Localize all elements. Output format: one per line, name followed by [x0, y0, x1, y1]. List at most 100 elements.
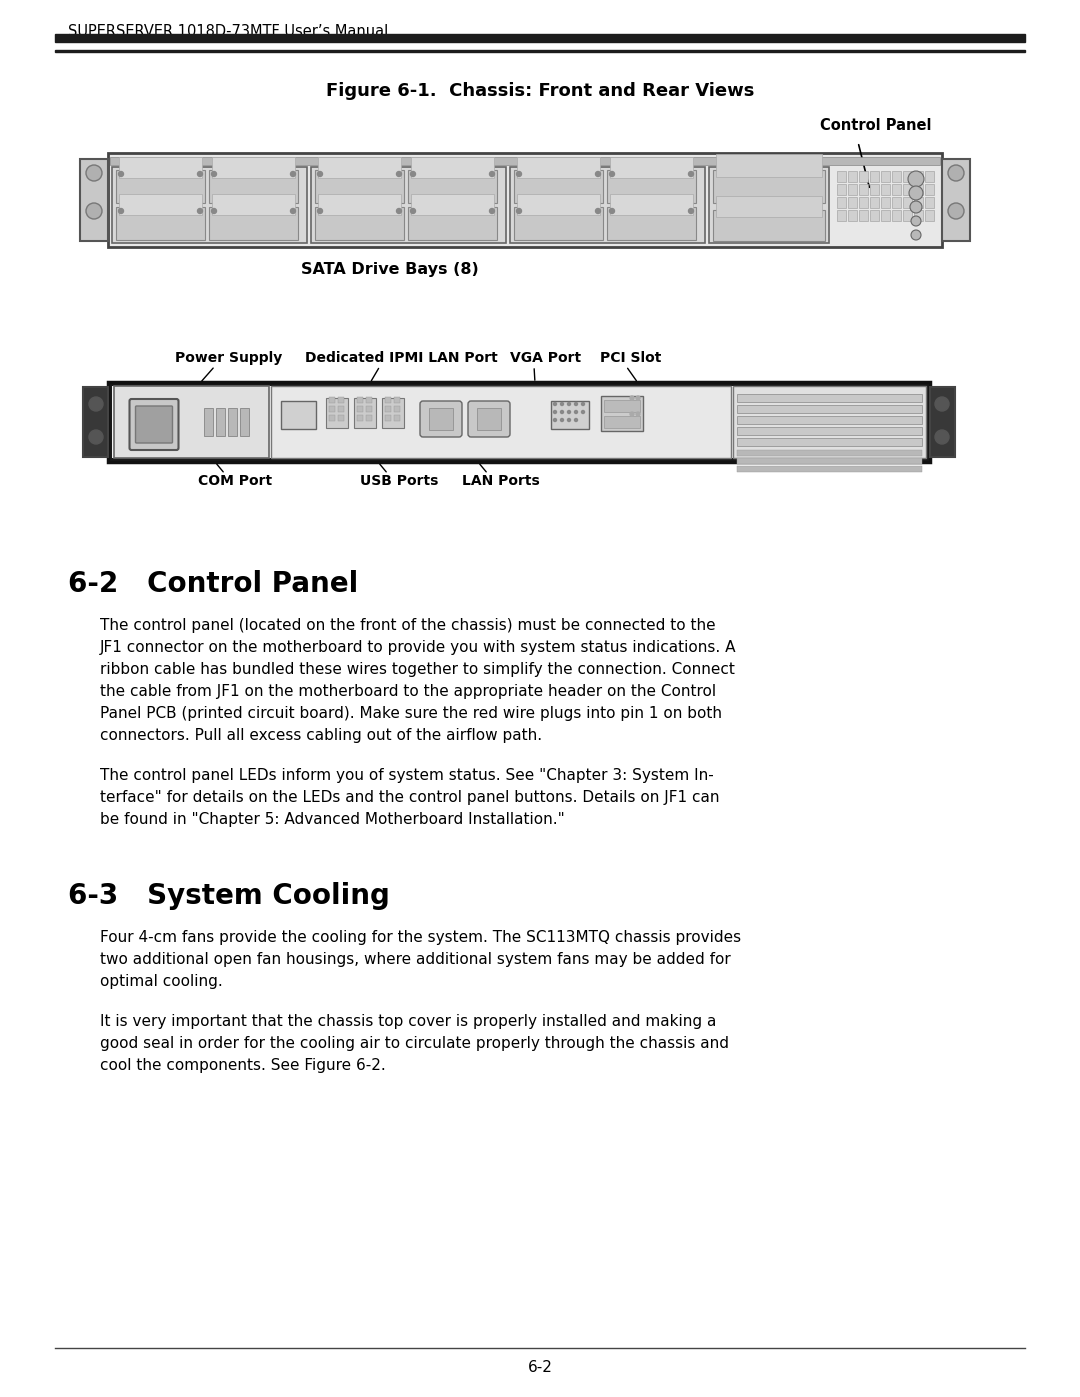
Bar	[55, 49, 1025, 52]
Bar	[357, 397, 363, 402]
Circle shape	[89, 430, 103, 444]
Bar	[514, 170, 603, 203]
Text: be found in "Chapter 5: Advanced Motherboard Installation.": be found in "Chapter 5: Advanced Motherb…	[100, 812, 565, 827]
Bar	[411, 156, 494, 177]
Circle shape	[554, 402, 556, 405]
Bar	[357, 415, 363, 420]
Circle shape	[575, 402, 578, 405]
Bar	[737, 458, 922, 464]
Circle shape	[396, 208, 402, 214]
Text: USB Ports: USB Ports	[360, 474, 438, 488]
Bar	[607, 170, 696, 203]
Bar	[604, 400, 640, 412]
FancyBboxPatch shape	[468, 401, 510, 437]
Bar	[837, 184, 846, 196]
Bar	[338, 407, 345, 412]
Bar	[83, 387, 108, 457]
Text: Panel PCB (printed circuit board). Make sure the red wire plugs into pin 1 on bo: Panel PCB (printed circuit board). Make …	[100, 705, 723, 721]
Circle shape	[198, 208, 203, 214]
Circle shape	[198, 172, 203, 176]
Text: Power Supply: Power Supply	[175, 351, 282, 365]
Text: Figure 6-1.  Chassis: Front and Rear Views: Figure 6-1. Chassis: Front and Rear View…	[326, 82, 754, 101]
Bar	[859, 184, 868, 196]
Bar	[210, 170, 298, 203]
Bar	[326, 398, 348, 427]
Text: LAN Ports: LAN Ports	[462, 474, 540, 488]
Bar	[713, 210, 825, 242]
Circle shape	[948, 203, 964, 219]
Bar	[55, 34, 1025, 42]
Text: cool the components. See Figure 6-2.: cool the components. See Figure 6-2.	[100, 1058, 386, 1073]
Bar	[517, 156, 600, 177]
Text: Control Panel: Control Panel	[820, 117, 931, 133]
Circle shape	[86, 165, 102, 182]
Circle shape	[609, 208, 615, 214]
Circle shape	[567, 402, 570, 405]
Circle shape	[689, 208, 693, 214]
Text: JF1 connector on the motherboard to provide you with system status indications. : JF1 connector on the motherboard to prov…	[100, 640, 737, 655]
Circle shape	[609, 172, 615, 176]
Bar	[837, 210, 846, 221]
Bar	[892, 184, 901, 196]
Bar	[924, 197, 934, 208]
Circle shape	[636, 395, 640, 400]
Circle shape	[489, 208, 495, 214]
Text: two additional open fan housings, where additional system fans may be added for: two additional open fan housings, where …	[100, 951, 731, 967]
Bar	[848, 184, 858, 196]
Bar	[600, 395, 643, 432]
Bar	[737, 439, 922, 446]
Bar	[903, 170, 912, 182]
Text: the cable from JF1 on the motherboard to the appropriate header on the Control: the cable from JF1 on the motherboard to…	[100, 685, 716, 698]
Circle shape	[935, 430, 949, 444]
Bar	[240, 408, 249, 436]
Bar	[210, 207, 298, 240]
Bar	[942, 159, 970, 242]
Bar	[318, 156, 401, 177]
Text: VGA Port: VGA Port	[510, 351, 581, 365]
Text: The control panel LEDs inform you of system status. See "Chapter 3: System In-: The control panel LEDs inform you of sys…	[100, 768, 714, 782]
Bar	[930, 387, 955, 457]
Text: SUPERSERVER 1018D-73MTF User’s Manual: SUPERSERVER 1018D-73MTF User’s Manual	[68, 24, 388, 39]
Circle shape	[575, 419, 578, 422]
Bar	[311, 168, 507, 243]
Bar	[737, 405, 922, 414]
Bar	[848, 210, 858, 221]
Bar	[881, 170, 890, 182]
Bar	[859, 197, 868, 208]
Bar	[114, 386, 269, 458]
Circle shape	[212, 208, 216, 214]
Bar	[737, 416, 922, 425]
Bar	[108, 381, 930, 462]
Bar	[610, 156, 693, 177]
Bar	[892, 210, 901, 221]
Bar	[119, 156, 202, 177]
Circle shape	[561, 402, 564, 405]
Text: 6-2: 6-2	[527, 1361, 553, 1375]
Circle shape	[489, 172, 495, 176]
Bar	[892, 170, 901, 182]
Circle shape	[908, 170, 924, 187]
Circle shape	[396, 172, 402, 176]
Circle shape	[935, 397, 949, 411]
Bar	[408, 170, 497, 203]
Circle shape	[912, 217, 921, 226]
Bar	[338, 397, 345, 402]
Bar	[212, 194, 295, 215]
Bar	[384, 415, 391, 420]
Bar	[848, 197, 858, 208]
Text: 6-2   Control Panel: 6-2 Control Panel	[68, 570, 359, 598]
Circle shape	[291, 208, 296, 214]
Text: COM Port: COM Port	[198, 474, 272, 488]
Circle shape	[630, 412, 634, 416]
Text: SATA Drive Bays (8): SATA Drive Bays (8)	[301, 263, 478, 277]
Circle shape	[554, 419, 556, 422]
Bar	[112, 386, 926, 458]
Circle shape	[595, 208, 600, 214]
Bar	[315, 170, 404, 203]
Text: Four 4-cm fans provide the cooling for the system. The SC113MTQ chassis provides: Four 4-cm fans provide the cooling for t…	[100, 930, 741, 944]
Circle shape	[516, 208, 522, 214]
Circle shape	[318, 208, 323, 214]
Bar	[848, 170, 858, 182]
Bar	[737, 394, 922, 402]
Bar	[329, 397, 335, 402]
